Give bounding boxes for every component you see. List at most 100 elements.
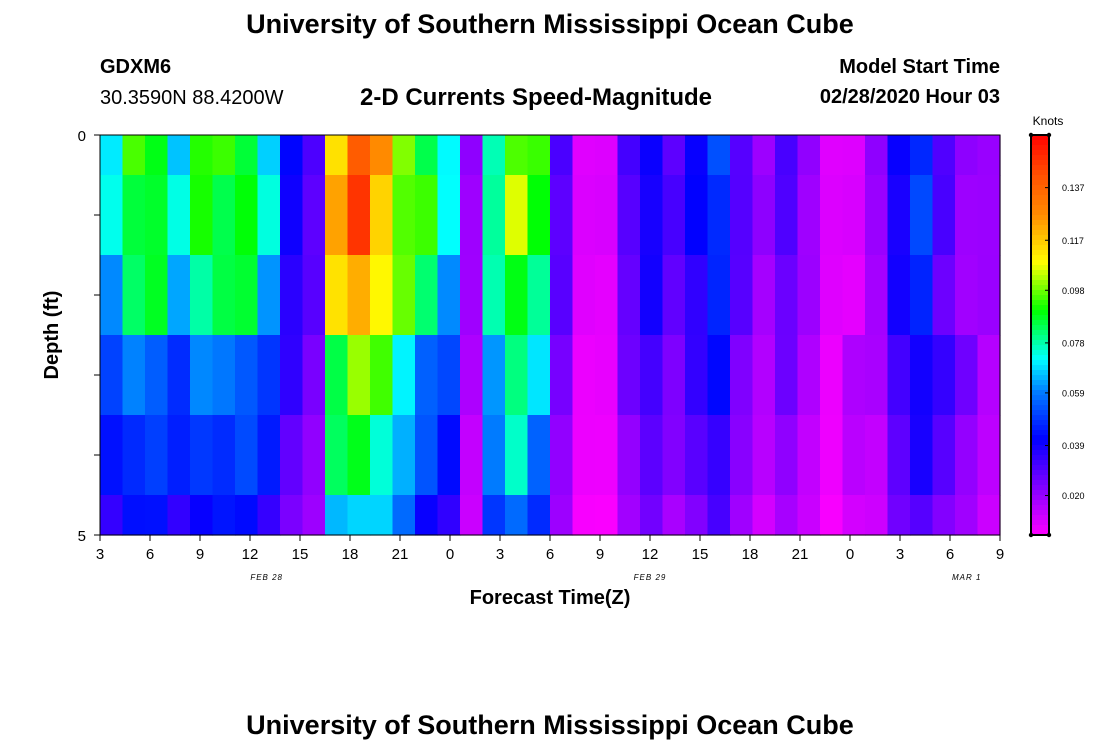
heatmap-cell xyxy=(235,255,259,336)
heatmap-cell xyxy=(505,175,529,256)
heatmap-cell xyxy=(167,415,191,496)
colorbar-segment xyxy=(1031,345,1049,351)
heatmap-cell xyxy=(235,135,259,176)
heatmap-cell xyxy=(460,255,484,336)
x-tick-label: 6 xyxy=(946,546,954,563)
colorbar-segment xyxy=(1031,400,1049,406)
heatmap-cell xyxy=(572,415,596,496)
heatmap-cell xyxy=(212,335,236,416)
colorbar-segment xyxy=(1031,280,1049,286)
heatmap-cell xyxy=(730,135,754,176)
heatmap-cell xyxy=(887,255,911,336)
heatmap-cell xyxy=(797,255,821,336)
heatmap-cell xyxy=(550,175,574,256)
colorbar-segment xyxy=(1031,180,1049,186)
heatmap-cell xyxy=(437,175,461,256)
heatmap-cell xyxy=(595,255,619,336)
colorbar-segment xyxy=(1031,425,1049,431)
heatmap-cell xyxy=(910,175,934,256)
heatmap-cell xyxy=(460,415,484,496)
heatmap-cell xyxy=(640,335,664,416)
heatmap-cell xyxy=(932,175,956,256)
colorbar-segment xyxy=(1031,455,1049,461)
heatmap-cell xyxy=(167,255,191,336)
heatmap-cell xyxy=(752,495,776,536)
x-tick-label: 9 xyxy=(596,546,604,563)
heatmap-cell xyxy=(640,495,664,536)
heatmap-cell xyxy=(100,175,124,256)
heatmap-cell xyxy=(550,415,574,496)
heatmap-cell xyxy=(280,495,304,536)
heatmap-cell xyxy=(662,335,686,416)
heatmap-cell xyxy=(505,135,529,176)
heatmap-cell xyxy=(887,135,911,176)
heatmap-cell xyxy=(707,415,731,496)
heatmap-cell xyxy=(977,175,1001,256)
heatmap-cell xyxy=(370,135,394,176)
heatmap-cell xyxy=(370,335,394,416)
heatmap-cell xyxy=(932,335,956,416)
colorbar-segment xyxy=(1031,190,1049,196)
heatmap-cell xyxy=(820,495,844,536)
colorbar-segment xyxy=(1031,220,1049,226)
heatmap-cell xyxy=(887,415,911,496)
colorbar-corner-dot xyxy=(1028,532,1034,538)
heatmap-cell xyxy=(752,415,776,496)
heatmap-cell xyxy=(640,255,664,336)
colorbar-segment xyxy=(1031,380,1049,386)
colorbar-tick-label: 0.078 xyxy=(1062,338,1085,348)
colorbar-segment xyxy=(1031,435,1049,441)
heatmap-cell xyxy=(775,335,799,416)
heatmap-cell xyxy=(685,175,709,256)
heatmap-cell xyxy=(640,135,664,176)
heatmap-cell xyxy=(595,175,619,256)
heatmap-cell xyxy=(190,335,214,416)
colorbar-segment xyxy=(1031,515,1049,521)
heatmap-cell xyxy=(752,335,776,416)
colorbar-segment xyxy=(1031,145,1049,151)
heatmap-cell xyxy=(820,335,844,416)
colorbar-segment xyxy=(1031,475,1049,481)
colorbar-segment xyxy=(1031,395,1049,401)
colorbar-segment xyxy=(1031,415,1049,421)
colorbar-segment xyxy=(1031,440,1049,446)
heatmap-cell xyxy=(370,255,394,336)
colorbar-segment xyxy=(1031,305,1049,311)
heatmap-cell xyxy=(302,255,326,336)
colorbar-segment xyxy=(1031,245,1049,251)
heatmap-cell xyxy=(685,415,709,496)
colorbar-segment xyxy=(1031,510,1049,516)
heatmap-cell xyxy=(932,495,956,536)
heatmap-cell xyxy=(707,175,731,256)
colorbar-segment xyxy=(1031,490,1049,496)
colorbar-segment xyxy=(1031,335,1049,341)
x-tick-label: 21 xyxy=(392,546,409,563)
heatmap-cell xyxy=(257,495,281,536)
colorbar-segment xyxy=(1031,165,1049,171)
heatmap-cell xyxy=(662,175,686,256)
heatmap-cell xyxy=(775,255,799,336)
heatmap-cell xyxy=(932,415,956,496)
colorbar-segment xyxy=(1031,170,1049,176)
colorbar-segment xyxy=(1031,360,1049,366)
heatmap-cell xyxy=(145,175,169,256)
heatmap-cell xyxy=(527,135,551,176)
heatmap-cell xyxy=(752,175,776,256)
heatmap-cell xyxy=(662,415,686,496)
x-tick-label: 0 xyxy=(446,546,454,563)
colorbar-segment xyxy=(1031,135,1049,141)
x-tick-label: 18 xyxy=(342,546,359,563)
heatmap-cell xyxy=(932,255,956,336)
heatmap-cell xyxy=(482,415,506,496)
x-tick-label: 12 xyxy=(242,546,259,563)
heatmap-cell xyxy=(235,175,259,256)
colorbar-segment xyxy=(1031,505,1049,511)
heatmap-cell xyxy=(347,255,371,336)
heatmap-cell xyxy=(122,415,146,496)
heatmap-cell xyxy=(505,335,529,416)
station-id: GDXM6 xyxy=(100,56,172,78)
colorbar-segment xyxy=(1031,250,1049,256)
colorbar-tick-label: 0.137 xyxy=(1062,183,1085,193)
x-tick-label: 15 xyxy=(692,546,709,563)
